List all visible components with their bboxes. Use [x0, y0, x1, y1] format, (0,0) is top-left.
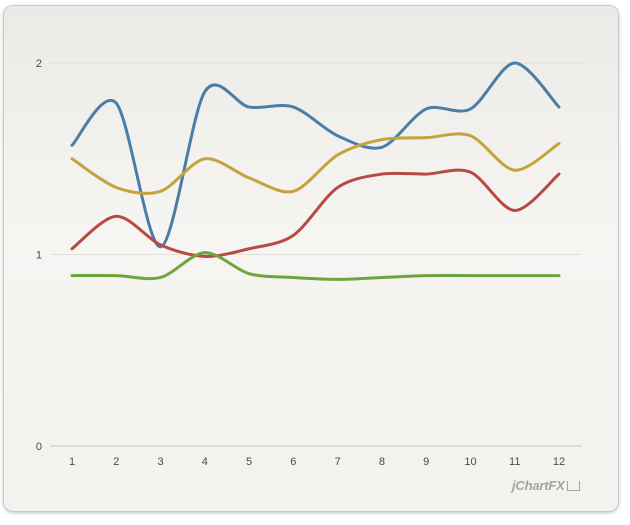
- x-tick-label: 5: [246, 456, 252, 468]
- x-tick-label: 9: [423, 456, 429, 468]
- y-axis-ticks: 0 1 2: [36, 58, 42, 453]
- x-tick-label: 12: [553, 456, 565, 468]
- y-tick-label: 2: [36, 58, 42, 70]
- x-tick-label: 7: [335, 456, 341, 468]
- x-tick-label: 10: [464, 456, 476, 468]
- series-line-2: [70, 132, 561, 195]
- logo-chart-icon: [566, 481, 580, 491]
- grid-lines: [50, 62, 582, 447]
- jchartfx-logo: jChartFX: [512, 478, 580, 493]
- x-tick-label: 1: [69, 456, 75, 468]
- x-tick-label: 11: [509, 456, 520, 468]
- logo-text: jChartFX: [512, 478, 565, 493]
- series-line-3: [70, 168, 561, 258]
- x-tick-label: 4: [202, 456, 208, 468]
- x-axis-ticks: 1 2 3 4 5 6 7 8 9 10 11 12: [69, 456, 565, 468]
- series-lines: [70, 61, 561, 281]
- y-tick-label: 0: [36, 441, 42, 453]
- series-line-4: [70, 251, 561, 281]
- x-tick-label: 8: [379, 456, 385, 468]
- y-tick-label: 1: [36, 250, 42, 262]
- x-tick-label: 6: [290, 456, 296, 468]
- x-tick-label: 3: [157, 456, 163, 468]
- x-tick-label: 2: [113, 456, 119, 468]
- series-line-1: [70, 61, 561, 249]
- chart-frame: [4, 6, 618, 511]
